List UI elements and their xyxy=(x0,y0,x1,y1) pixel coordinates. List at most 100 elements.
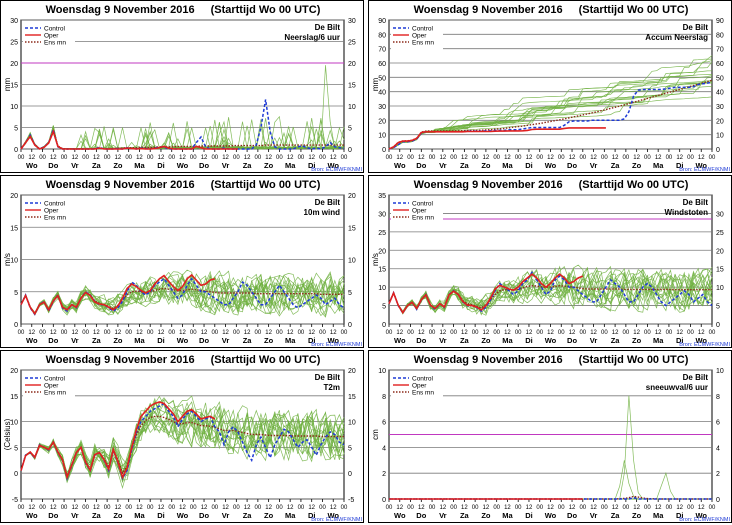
x-day-label: Za xyxy=(92,511,102,520)
x-day-label: Wo xyxy=(177,511,189,520)
ensemble-member-line xyxy=(388,70,713,150)
x-day-label: Za xyxy=(460,161,470,170)
y-tick-label-right: 15 xyxy=(348,83,356,90)
x-tick-label: 12 xyxy=(71,155,78,161)
x-tick-label: 00 xyxy=(190,505,197,511)
y-tick-label-right: 20 xyxy=(348,193,356,200)
x-tick-label: 12 xyxy=(655,505,662,511)
title-run: (Starttijd Wo 00 UTC) xyxy=(210,354,321,366)
x-tick-label: 00 xyxy=(255,505,262,511)
ensemble-members xyxy=(388,264,713,316)
y-tick-label: 5 xyxy=(14,126,18,133)
x-tick-label: 00 xyxy=(709,505,716,511)
y-tick-label: 5 xyxy=(382,304,386,311)
y-tick-label-right: 20 xyxy=(716,248,724,255)
x-day-label: Di xyxy=(157,161,165,170)
x-tick-label: 12 xyxy=(158,330,165,336)
chart-svg: 0 10 20 30 40 50 60 70 80 90 0 10 20 30 40 50 60 70 80 90 mm… xyxy=(371,18,730,172)
x-tick-label: 12 xyxy=(396,505,403,511)
x-tick-label: 00 xyxy=(644,505,651,511)
y-tick-label: 2 xyxy=(382,471,386,478)
x-tick-label: 00 xyxy=(515,505,522,511)
y-tick-label-right: 20 xyxy=(716,118,724,125)
x-tick-label: 00 xyxy=(82,505,89,511)
title-date: Woensdag 9 November 2016 xyxy=(413,354,563,366)
ens-mean-line xyxy=(20,415,344,479)
y-tick-label: 0 xyxy=(382,147,386,154)
x-tick-label: 00 xyxy=(104,155,111,161)
x-tick-label: 12 xyxy=(547,155,554,161)
title-run: (Starttijd Wo 00 UTC) xyxy=(578,179,689,191)
x-tick-label: 00 xyxy=(515,155,522,161)
y-tick-label-right: 30 xyxy=(348,18,356,25)
x-day-label: Wo xyxy=(545,336,557,345)
chart-panel-windstoten: Woensdag 9 November 2016 (Starttijd Wo 00… xyxy=(368,175,732,348)
x-tick-label: 12 xyxy=(71,330,78,336)
y-tick-label-right: 20 xyxy=(348,61,356,68)
x-day-label: Za xyxy=(92,336,102,345)
x-tick-label: 00 xyxy=(558,155,565,161)
x-day-label: Zo xyxy=(481,336,491,345)
x-tick-label: 12 xyxy=(569,330,576,336)
x-tick-label: 12 xyxy=(222,330,229,336)
y-tick-label-right: 90 xyxy=(716,18,724,25)
x-tick-label: 12 xyxy=(439,155,446,161)
x-tick-label: 12 xyxy=(201,505,208,511)
x-tick-label: 00 xyxy=(39,155,46,161)
oper-line xyxy=(20,128,238,150)
source-credit: Bron: ECMWF/KNMI xyxy=(311,342,362,348)
x-tick-label: 12 xyxy=(396,155,403,161)
x-tick-label: 12 xyxy=(93,330,100,336)
legend-bg xyxy=(391,372,443,400)
y-tick-label: 15 xyxy=(10,83,18,90)
y-tick-label-right: 5 xyxy=(348,290,352,297)
x-tick-label: 00 xyxy=(39,505,46,511)
ensemble-member-line xyxy=(388,77,713,150)
title-run: (Starttijd Wo 00 UTC) xyxy=(578,4,689,16)
x-day-label: Ma xyxy=(653,161,664,170)
ensemble-member-line xyxy=(20,118,345,150)
x-tick-label: 00 xyxy=(579,505,586,511)
y-tick-label-right: 2 xyxy=(716,471,720,478)
y-tick-label: 0 xyxy=(14,471,18,478)
x-tick-label: 12 xyxy=(526,505,533,511)
x-tick-label: 00 xyxy=(493,505,500,511)
x-tick-label: 00 xyxy=(666,505,673,511)
y-tick-label: 10 xyxy=(378,133,386,140)
oper-line xyxy=(20,401,216,480)
x-tick-label: 00 xyxy=(579,330,586,336)
x-day-label: Do xyxy=(416,511,426,520)
x-tick-label: 12 xyxy=(396,330,403,336)
y-tick-label-right: 20 xyxy=(348,368,356,375)
x-day-label: Wo xyxy=(26,336,38,345)
x-tick-label: 12 xyxy=(612,330,619,336)
x-tick-label: 12 xyxy=(265,155,272,161)
x-tick-label: 12 xyxy=(28,155,35,161)
legend-label-oper: Oper xyxy=(44,208,59,215)
x-day-label: Wo xyxy=(695,511,707,520)
control-line xyxy=(388,81,713,150)
x-tick-label: 12 xyxy=(590,330,597,336)
x-day-label: Do xyxy=(567,161,577,170)
y-tick-label: 60 xyxy=(378,61,386,68)
x-tick-label: 12 xyxy=(265,505,272,511)
x-tick-label: 12 xyxy=(222,155,229,161)
x-day-label: Di xyxy=(525,511,533,520)
x-tick-label: 00 xyxy=(298,505,305,511)
legend-label-ens_mean: Ens mn xyxy=(412,215,434,222)
title-date: Woensdag 9 November 2016 xyxy=(45,354,195,366)
x-tick-label: 12 xyxy=(158,505,165,511)
x-tick-label: 00 xyxy=(255,155,262,161)
x-tick-label: 00 xyxy=(147,155,154,161)
ensemble-member-line xyxy=(20,271,345,317)
ensemble-member-line xyxy=(20,117,345,150)
x-tick-label: 00 xyxy=(125,155,132,161)
y-tick-label-right: 6 xyxy=(716,420,720,427)
x-tick-label: 00 xyxy=(276,330,283,336)
legend-label-control: Control xyxy=(44,201,66,208)
x-tick-label: 00 xyxy=(558,505,565,511)
x-tick-label: 12 xyxy=(439,505,446,511)
station-label: De Bilt xyxy=(683,23,709,32)
x-tick-label: 12 xyxy=(590,155,597,161)
